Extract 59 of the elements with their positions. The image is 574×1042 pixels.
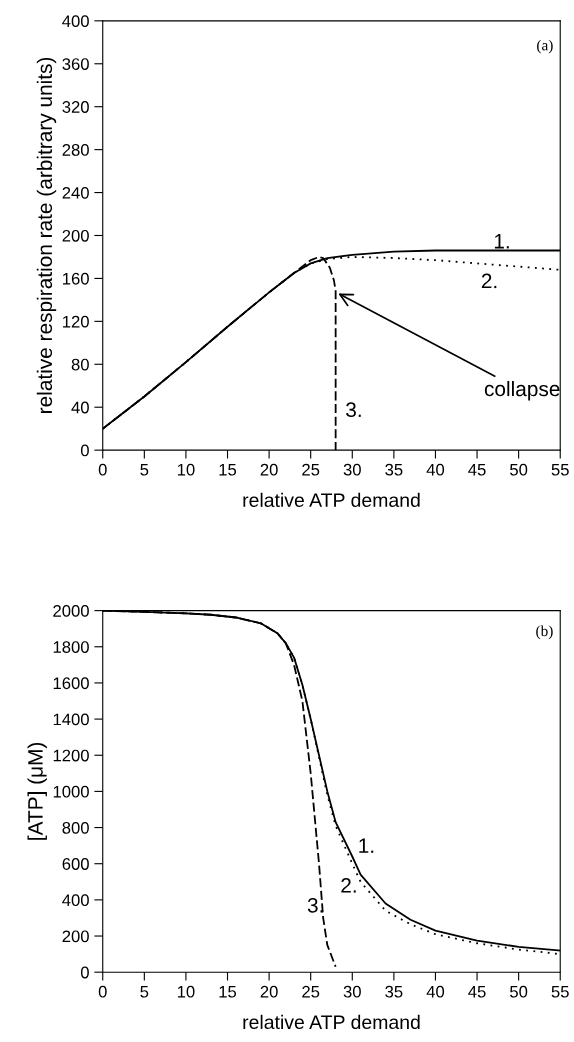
- y-tick-label: 320: [62, 101, 89, 113]
- y-tick-label: 240: [62, 186, 89, 199]
- text: (a): [537, 39, 553, 54]
- y-tick-label: 400: [62, 15, 89, 28]
- x-tick-label: 45: [468, 985, 486, 998]
- x-tick-label: 30: [343, 985, 361, 998]
- y-axis-title: relative respiration rate (arbitrary units): [36, 57, 57, 413]
- x-tick-label: 55: [551, 463, 569, 476]
- x-tick-label: 30: [343, 463, 361, 476]
- y-tick-label: 1600: [53, 677, 89, 690]
- x-axis-title: relative ATP demand: [243, 492, 420, 508]
- x-tick-label: 50: [510, 463, 528, 476]
- y-tick-label: 0: [80, 444, 89, 457]
- series-label: 3.: [346, 402, 361, 418]
- x-tick-label: 20: [260, 463, 278, 476]
- y-tick-label: 80: [71, 358, 89, 371]
- x-tick-label: 40: [426, 463, 445, 476]
- y-tick-label: 0: [80, 966, 89, 979]
- x-tick-label: 35: [385, 985, 403, 998]
- x-tick-label: 0: [98, 985, 107, 998]
- x-tick-label: 45: [468, 463, 486, 476]
- y-tick-label: 1800: [53, 641, 89, 653]
- annotation: collapse: [484, 380, 560, 401]
- y-tick-label: 200: [62, 229, 89, 242]
- y-tick-label: 1400: [53, 713, 89, 726]
- y-tick-label: 1200: [53, 749, 89, 762]
- y-tick-label: 1000: [53, 785, 89, 798]
- y-tick-label: 800: [62, 821, 89, 834]
- series-label: 3.: [307, 897, 323, 913]
- series-label: 2.: [481, 273, 497, 289]
- series-label: 1.: [359, 838, 374, 853]
- y-tick-label: 120: [63, 315, 89, 328]
- x-tick-label: 25: [302, 463, 320, 476]
- y-tick-label: 40: [71, 401, 89, 414]
- series-label: 1.: [494, 234, 509, 249]
- x-tick-label: 15: [219, 985, 237, 998]
- y-tick-label: 200: [62, 930, 89, 943]
- x-tick-label: 40: [426, 985, 445, 998]
- y-tick-label: 360: [62, 58, 89, 70]
- x-tick-label: 35: [385, 463, 403, 476]
- x-tick-label: 50: [510, 985, 528, 998]
- y-tick-label: 600: [62, 858, 89, 870]
- x-tick-label: 15: [219, 463, 237, 476]
- x-tick-label: 10: [177, 463, 195, 476]
- x-tick-label: 0: [98, 463, 107, 476]
- y-tick-label: 2000: [53, 605, 89, 617]
- y-tick-label: 400: [62, 894, 89, 907]
- text: (b): [536, 625, 553, 640]
- x-axis-title: relative ATP demand: [243, 1014, 420, 1030]
- x-tick-label: 55: [551, 985, 569, 998]
- y-axis-title: [ATP] (μM): [27, 742, 47, 840]
- x-tick-label: 5: [140, 985, 149, 998]
- x-tick-label: 10: [177, 985, 195, 998]
- series-label: 2.: [341, 878, 356, 893]
- x-tick-label: 25: [302, 985, 320, 998]
- y-tick-label: 280: [62, 144, 89, 156]
- x-tick-label: 20: [260, 985, 278, 998]
- x-tick-label: 5: [140, 463, 149, 476]
- y-tick-label: 160: [63, 272, 89, 285]
